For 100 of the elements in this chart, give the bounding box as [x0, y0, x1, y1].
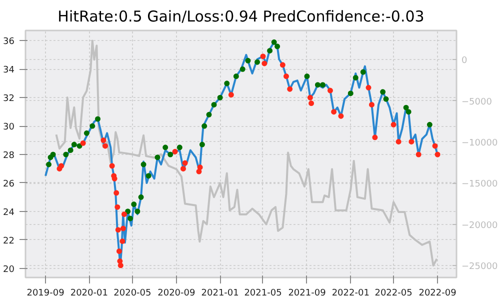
point: [408, 138, 414, 144]
x-tick-label: 2020-01: [70, 288, 108, 298]
point: [80, 140, 86, 146]
point: [197, 164, 203, 170]
point: [304, 74, 310, 80]
y-tick-label: 34: [3, 66, 15, 76]
x-tick-label: 2019-09: [26, 288, 65, 298]
point: [109, 163, 115, 169]
point: [182, 160, 188, 166]
point: [95, 116, 100, 122]
point: [50, 152, 56, 158]
point: [240, 66, 246, 72]
point: [327, 88, 333, 94]
point: [383, 96, 389, 102]
point: [396, 138, 402, 144]
y-tick-label: 26: [3, 179, 15, 190]
x-tick-label: 2021-09: [288, 288, 326, 298]
point: [202, 123, 208, 129]
x-tick-label: 2022-01: [332, 288, 370, 298]
y-tick-label: 24: [3, 208, 15, 218]
point: [228, 92, 234, 98]
point: [254, 59, 260, 65]
point: [366, 84, 372, 90]
point: [260, 54, 266, 60]
x-tick-label: 2021-01: [201, 288, 239, 298]
point: [217, 94, 223, 100]
point: [331, 109, 337, 115]
point: [199, 142, 205, 148]
point: [368, 102, 374, 108]
point: [154, 154, 160, 160]
x-tick-label: 2022-09: [418, 288, 457, 298]
point: [46, 162, 52, 168]
point: [63, 152, 69, 158]
point: [403, 104, 409, 110]
point: [406, 109, 412, 115]
point: [372, 134, 378, 140]
point: [146, 173, 152, 179]
point: [115, 227, 121, 233]
point: [172, 148, 178, 154]
x-tick-label: 2022-05: [374, 288, 412, 298]
point: [120, 226, 126, 232]
point: [84, 130, 90, 136]
point: [102, 143, 108, 149]
point: [280, 62, 286, 68]
point: [348, 90, 354, 96]
point: [134, 208, 140, 214]
point: [68, 147, 74, 153]
point: [352, 74, 358, 80]
point: [162, 144, 168, 150]
point: [120, 238, 126, 244]
point: [307, 94, 313, 100]
point: [168, 152, 174, 158]
y2-tick-label: −5000: [462, 97, 492, 108]
y-tick-label: 32: [3, 94, 14, 104]
point: [125, 208, 131, 214]
point: [131, 202, 137, 208]
point: [116, 248, 122, 254]
point: [233, 74, 239, 80]
point: [271, 39, 277, 45]
point: [432, 143, 438, 149]
point: [114, 190, 120, 196]
point: [121, 211, 127, 217]
point: [114, 204, 120, 210]
point: [211, 102, 217, 108]
point: [416, 152, 422, 158]
y-tick-label: 22: [3, 236, 14, 246]
point: [180, 166, 186, 172]
y2-tick-label: 0: [462, 56, 468, 66]
point: [90, 123, 96, 129]
point: [58, 163, 64, 169]
point: [360, 69, 366, 75]
point: [287, 86, 293, 92]
point: [314, 82, 320, 88]
point: [176, 144, 182, 150]
y2-tick-label: −25000: [462, 262, 498, 272]
point: [140, 162, 146, 168]
y-tick-label: 36: [3, 37, 15, 48]
y-tick-label: 20: [3, 264, 15, 275]
y2-tick-label: −10000: [462, 138, 498, 148]
point: [100, 138, 106, 144]
point: [320, 82, 326, 88]
y2-tick-label: −20000: [462, 220, 498, 231]
x-tick-label: 2020-05: [114, 288, 152, 298]
point: [338, 113, 344, 119]
point: [426, 122, 432, 128]
point: [117, 258, 123, 264]
x-tick-label: 2020-09: [158, 288, 196, 298]
x-tick-label: 2021-05: [244, 288, 282, 298]
y-tick-label: 30: [3, 122, 15, 133]
point: [206, 112, 212, 118]
point: [224, 80, 230, 86]
y2-tick-label: −15000: [462, 180, 498, 190]
point: [138, 194, 144, 200]
point: [267, 48, 273, 54]
point: [274, 44, 280, 50]
point: [118, 262, 124, 268]
point: [71, 142, 77, 148]
point: [390, 122, 396, 128]
point: [245, 58, 251, 64]
point: [434, 152, 440, 158]
